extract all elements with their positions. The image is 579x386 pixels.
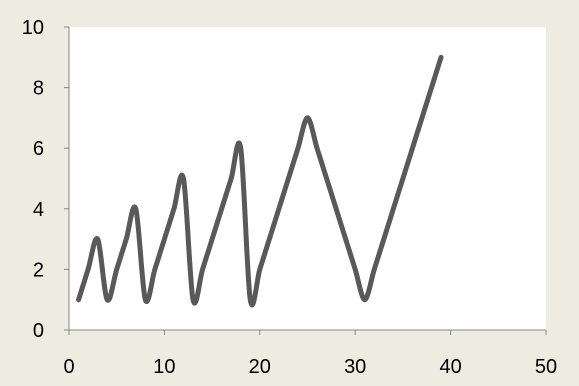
y-axis-ticks: 0 2 4 6 8 10 <box>22 17 69 342</box>
y-tick-label: 8 <box>33 78 44 100</box>
x-tick-label: 30 <box>344 356 366 378</box>
y-tick-label: 10 <box>22 17 44 39</box>
y-tick-label: 0 <box>33 320 44 342</box>
y-tick-label: 4 <box>33 199 44 221</box>
x-tick-label: 40 <box>439 356 461 378</box>
x-tick-label: 0 <box>63 356 74 378</box>
x-axis-ticks: 0 10 20 30 40 50 <box>63 330 557 378</box>
data-series-line <box>76 54 444 308</box>
x-tick-label: 50 <box>535 356 557 378</box>
y-tick-label: 2 <box>33 259 44 281</box>
x-tick-label: 10 <box>153 356 175 378</box>
plot-area <box>69 27 546 330</box>
x-tick-label: 20 <box>249 356 271 378</box>
y-tick-label: 6 <box>33 138 44 160</box>
